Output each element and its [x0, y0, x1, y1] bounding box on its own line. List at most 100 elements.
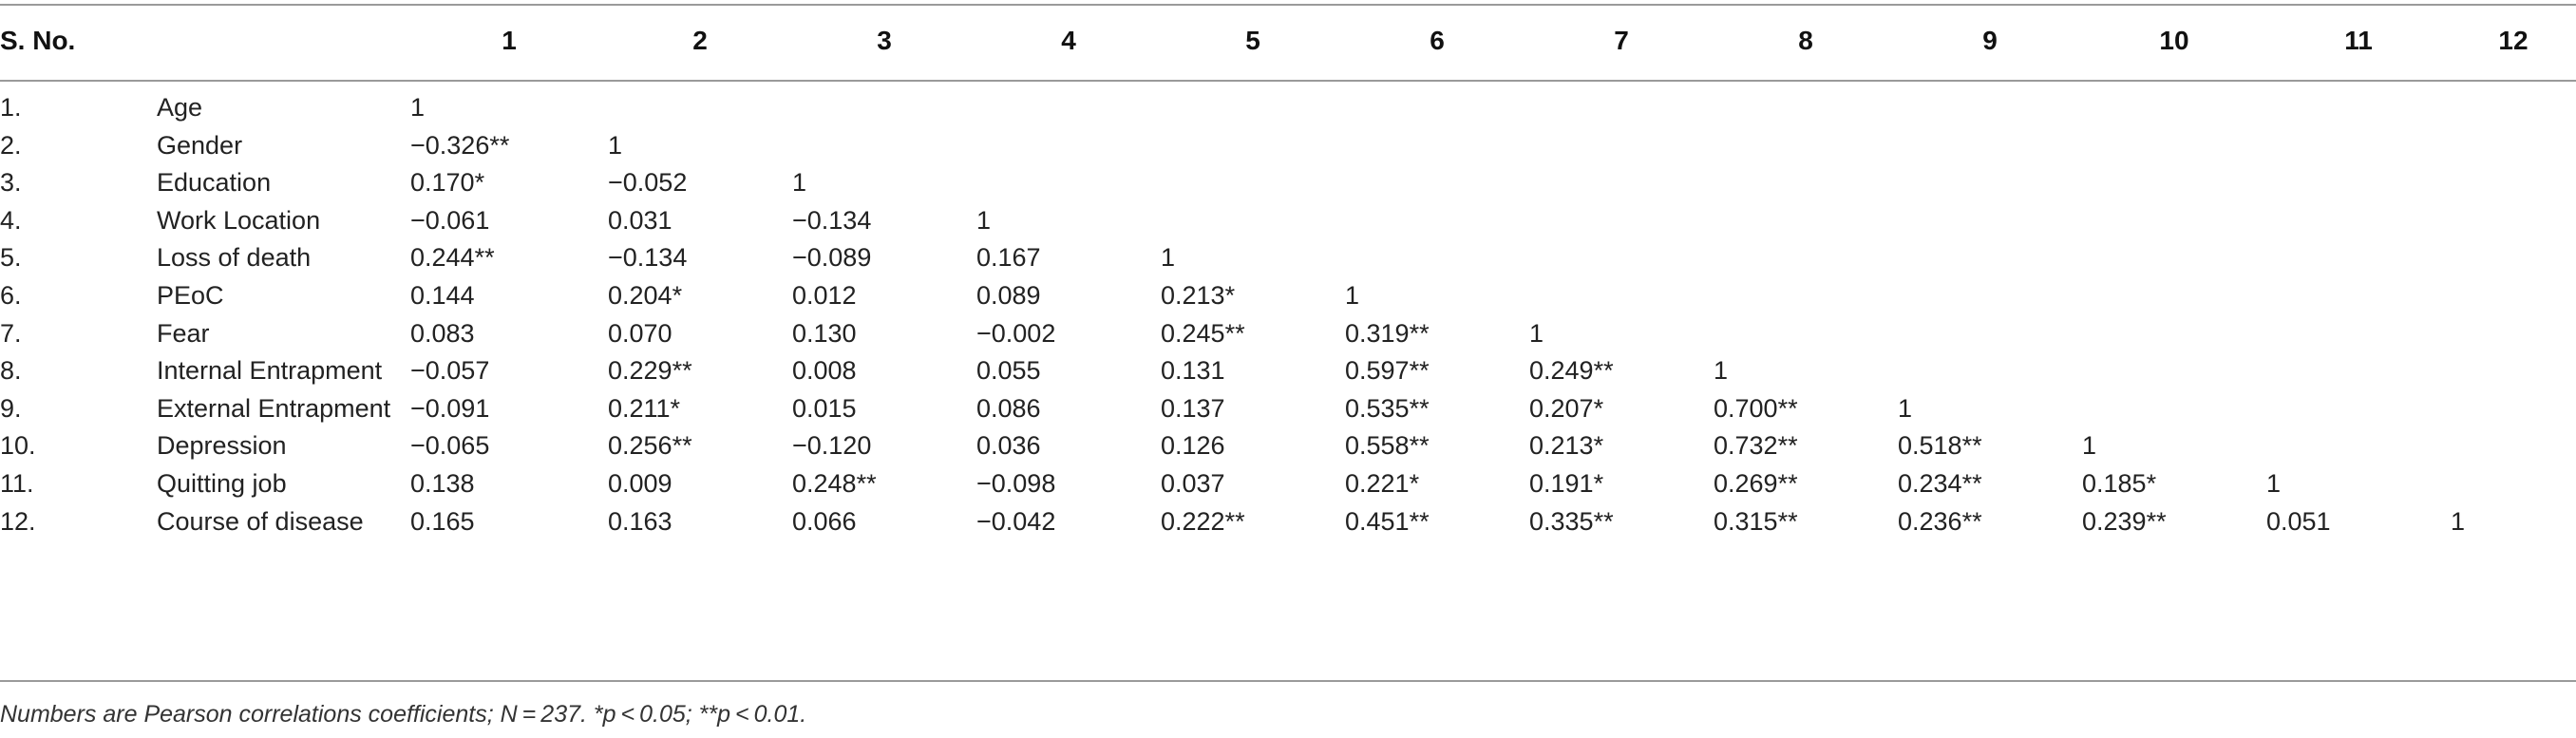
correlation-cell: 1 — [1529, 318, 1544, 348]
correlation-cell: 0.131 — [1161, 356, 1225, 386]
correlation-cell: −0.134 — [792, 205, 872, 235]
correlation-cell: 0.558** — [1345, 431, 1430, 461]
row-number: 10. — [0, 431, 36, 461]
correlation-cell: 0.051 — [2266, 506, 2331, 536]
correlation-cell: 0.086 — [976, 393, 1041, 423]
spacer-row — [0, 82, 2576, 89]
variable-name: Education — [157, 168, 272, 198]
correlation-cell — [2451, 89, 2576, 127]
top-rule — [0, 4, 2576, 6]
correlation-cell — [2266, 277, 2451, 315]
correlation-cell — [976, 164, 1161, 202]
correlation-cell: −0.065 — [410, 431, 490, 461]
correlation-cell: 0.451** — [1345, 506, 1430, 536]
correlation-cell: 0.089 — [976, 280, 1041, 310]
correlation-cell — [2082, 202, 2266, 240]
correlation-cell: 0.535** — [1345, 393, 1430, 423]
correlation-cell: 0.167 — [976, 243, 1041, 273]
correlation-cell — [2082, 164, 2266, 202]
correlation-cell: 0.126 — [1161, 431, 1225, 461]
correlation-cell: 0.213* — [1161, 280, 1236, 310]
header-col-9: 9 — [1982, 26, 1998, 55]
correlation-cell: 0.335** — [1529, 506, 1614, 536]
correlation-cell — [1161, 202, 1345, 240]
correlation-cell — [2082, 239, 2266, 277]
table-row: 6. PEoC 0.144 0.204* 0.012 0.089 0.213* 1 — [0, 277, 2576, 315]
correlation-cell: 0.138 — [410, 468, 475, 498]
correlation-cell — [1898, 239, 2082, 277]
header-col-5: 5 — [1245, 26, 1260, 55]
correlation-cell — [1345, 164, 1529, 202]
table-row: 8. Internal Entrapment −0.057 0.229** 0.008 0… — [0, 352, 2576, 390]
correlation-cell: 1 — [2082, 431, 2097, 461]
correlation-cell — [2451, 277, 2576, 315]
correlation-cell — [1898, 127, 2082, 165]
correlation-cell — [976, 127, 1161, 165]
correlation-cell — [2266, 390, 2451, 428]
correlation-table: S. No. 1 2 3 4 5 6 7 8 9 10 11 12 1. Age 1 2. Gender −0.… — [0, 0, 2576, 540]
correlation-cell: 0.211* — [608, 393, 681, 423]
correlation-cell: 0.245** — [1161, 318, 1245, 348]
correlation-cell: −0.061 — [410, 205, 490, 235]
correlation-cell: 0.036 — [976, 431, 1041, 461]
table-row: 1. Age 1 — [0, 89, 2576, 127]
correlation-cell — [1345, 239, 1529, 277]
header-sno: S. No. — [0, 26, 76, 55]
correlation-cell: 0.269** — [1714, 468, 1798, 498]
correlation-cell — [1714, 277, 1898, 315]
correlation-cell — [1898, 89, 2082, 127]
correlation-cell: 0.170* — [410, 168, 485, 198]
correlation-cell: 0.008 — [792, 356, 857, 386]
row-number: 11. — [0, 468, 34, 498]
correlation-cell — [2451, 239, 2576, 277]
correlation-cell — [1529, 164, 1714, 202]
correlation-cell: −0.120 — [792, 431, 872, 461]
header-row: S. No. 1 2 3 4 5 6 7 8 9 10 11 12 — [0, 0, 2576, 82]
correlation-cell: 0.037 — [1161, 468, 1225, 498]
variable-name: Depression — [157, 431, 287, 461]
correlation-cell — [1898, 315, 2082, 353]
correlation-cell — [2082, 277, 2266, 315]
correlation-cell — [2082, 315, 2266, 353]
correlation-cell — [1898, 352, 2082, 390]
header-rule — [0, 80, 2576, 82]
table-body: 1. Age 1 2. Gender −0.326** 1 3. Education 0.170*… — [0, 82, 2576, 540]
correlation-cell: 0.031 — [608, 205, 672, 235]
correlation-cell — [1529, 239, 1714, 277]
correlation-cell — [792, 127, 976, 165]
correlation-cell: −0.002 — [976, 318, 1056, 348]
correlation-cell: 0.165 — [410, 506, 475, 536]
correlation-cell — [1529, 127, 1714, 165]
correlation-cell — [1714, 164, 1898, 202]
correlation-cell: 0.012 — [792, 280, 857, 310]
correlation-cell: 1 — [976, 205, 992, 235]
correlation-cell — [1345, 89, 1529, 127]
row-number: 7. — [0, 318, 22, 348]
table-row: 11. Quitting job 0.138 0.009 0.248** −0.098 0.… — [0, 465, 2576, 503]
correlation-cell — [2451, 164, 2576, 202]
variable-name: Loss of death — [157, 243, 312, 273]
correlation-cell — [2266, 89, 2451, 127]
correlation-cell: 0.055 — [976, 356, 1041, 386]
correlation-cell: 1 — [1161, 243, 1176, 273]
variable-name: PEoC — [157, 280, 224, 310]
correlation-cell: 0.236** — [1898, 506, 1982, 536]
correlation-cell: 1 — [2266, 468, 2282, 498]
correlation-cell: 0.239** — [2082, 506, 2167, 536]
correlation-cell — [2082, 89, 2266, 127]
row-number: 2. — [0, 130, 22, 160]
variable-name: Quitting job — [157, 468, 287, 498]
correlation-cell — [2451, 427, 2576, 465]
correlation-cell — [976, 89, 1161, 127]
correlation-cell: 0.137 — [1161, 393, 1225, 423]
header-col-10: 10 — [2159, 26, 2189, 55]
variable-name: External Entrapment — [157, 393, 391, 423]
correlation-cell — [2266, 127, 2451, 165]
header-col-3: 3 — [877, 26, 892, 55]
header-col-4: 4 — [1061, 26, 1076, 55]
correlation-cell: 0.319** — [1345, 318, 1430, 348]
header-col-1: 1 — [502, 26, 517, 55]
row-number: 4. — [0, 205, 22, 235]
correlation-cell: 0.015 — [792, 393, 857, 423]
correlation-cell: 0.700** — [1714, 393, 1798, 423]
